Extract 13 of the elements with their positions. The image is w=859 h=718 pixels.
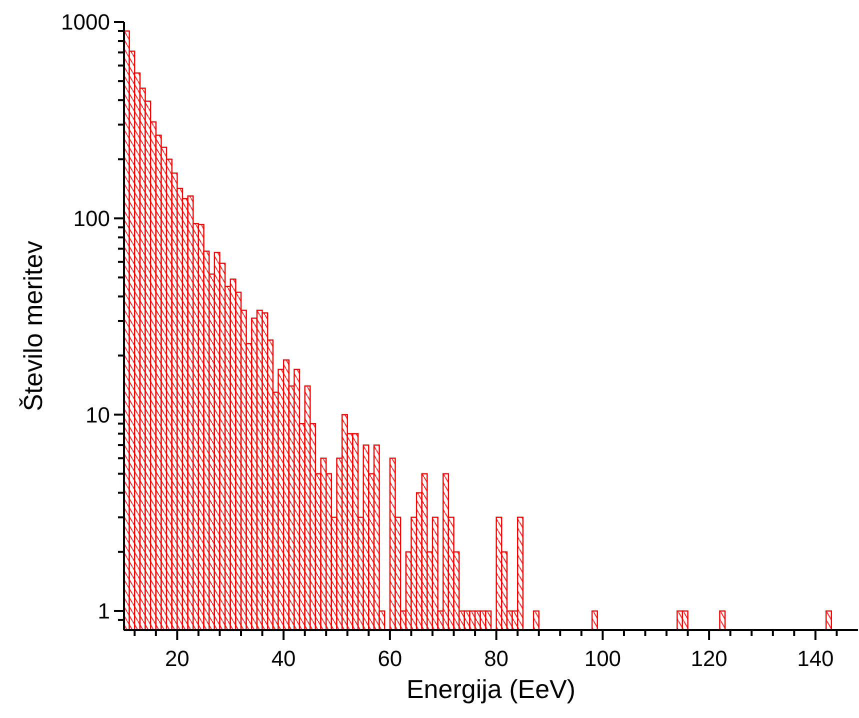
x-tick-label: 40 xyxy=(271,646,296,671)
y-axis-title: Število meritev xyxy=(18,240,48,412)
y-tick-label: 10 xyxy=(86,402,110,428)
x-tick-label: 20 xyxy=(164,646,190,671)
y-tick-label: 1 xyxy=(98,598,110,624)
x-tick-label: 140 xyxy=(797,646,834,671)
x-tick-label: 60 xyxy=(378,646,402,671)
x-tick-label: 80 xyxy=(484,646,509,671)
y-tick-label: 100 xyxy=(73,206,110,232)
x-tick-label: 120 xyxy=(690,646,728,671)
x-axis-title: Energija (EeV) xyxy=(406,674,576,704)
x-tick-label: 100 xyxy=(584,646,622,671)
y-tick-label: 1000 xyxy=(61,10,110,35)
